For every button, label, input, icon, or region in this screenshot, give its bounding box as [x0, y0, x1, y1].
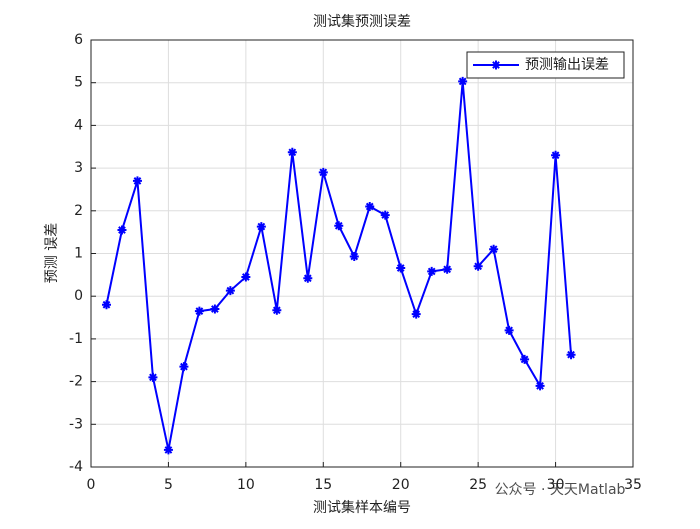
x-tick-label: 0: [87, 477, 96, 493]
y-tick-label: -3: [69, 416, 83, 432]
y-tick-label: -4: [69, 459, 83, 475]
data-point: [318, 167, 328, 177]
x-tick-label: 20: [392, 477, 410, 493]
y-tick-label: -2: [69, 374, 83, 390]
data-point: [396, 263, 406, 273]
data-point: [489, 244, 499, 254]
y-tick-label: 2: [74, 203, 83, 219]
data-point: [551, 150, 561, 160]
plot-frame: [90, 39, 634, 468]
x-tick-label: 15: [314, 477, 332, 493]
data-point: [427, 266, 437, 276]
data-point: [272, 305, 282, 315]
x-axis-label: 测试集样本编号: [313, 499, 411, 516]
y-tick-label: 5: [74, 75, 83, 91]
x-tick-label: 35: [624, 477, 642, 493]
x-tick-label: 25: [469, 477, 487, 493]
y-tick-label: 4: [74, 117, 83, 133]
data-point: [117, 225, 127, 235]
data-point: [442, 264, 452, 274]
data-point: [504, 325, 514, 335]
y-tick-label: -1: [69, 331, 83, 347]
data-point: [303, 273, 313, 283]
data-point: [101, 300, 111, 310]
y-axis-label: 预测 误差: [44, 223, 60, 283]
data-point: [334, 221, 344, 231]
data-point: [256, 222, 266, 232]
data-point: [163, 445, 173, 455]
data-point: [365, 202, 375, 212]
data-point: [566, 350, 576, 360]
data-point: [535, 381, 545, 391]
x-tick-label: 5: [164, 477, 173, 493]
data-point: [210, 304, 220, 314]
chart-title: 测试集预测误差: [313, 13, 411, 30]
y-tick-label: 1: [74, 246, 83, 262]
y-tick-label: 0: [74, 288, 83, 304]
data-point: [241, 272, 251, 282]
data-point: [225, 286, 235, 296]
data-point: [179, 362, 189, 372]
y-tick-label: 6: [74, 32, 83, 48]
data-point: [411, 309, 421, 319]
data-point: [520, 354, 530, 364]
x-tick-label: 10: [237, 477, 255, 493]
data-point: [380, 210, 390, 220]
data-point: [132, 176, 142, 186]
y-tick-label: 3: [74, 160, 83, 176]
data-point: [349, 251, 359, 261]
data-point: [287, 147, 297, 157]
legend-marker: [491, 60, 501, 70]
x-tick-label: 30: [547, 477, 565, 493]
watermark: 公众号 · 天天Matlab: [495, 482, 626, 498]
legend-label: 预测输出误差: [525, 57, 609, 73]
data-point: [473, 261, 483, 271]
data-point: [148, 372, 158, 382]
data-point: [458, 76, 468, 86]
data-point: [194, 306, 204, 316]
